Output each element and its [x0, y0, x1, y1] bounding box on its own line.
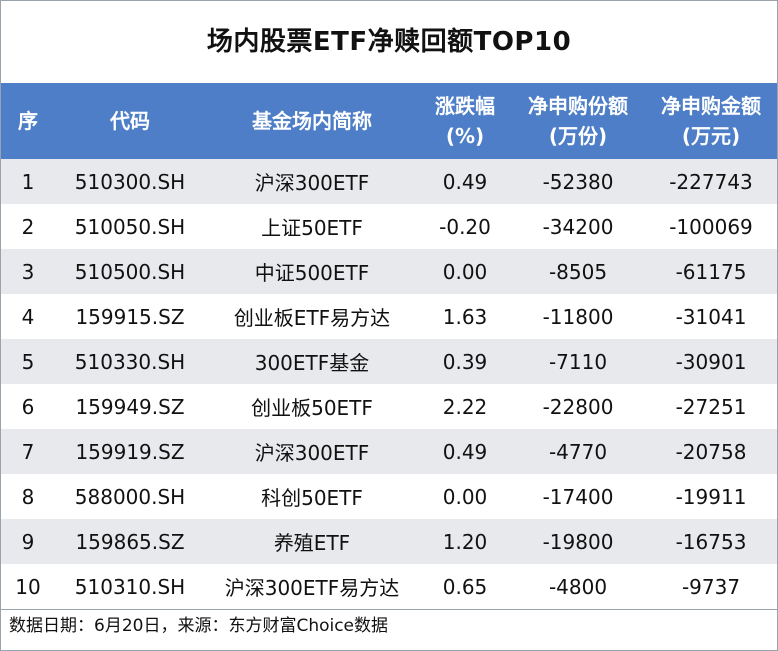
cell-amount: -100069	[645, 204, 777, 249]
table-row: 9 159865.SZ 养殖ETF 1.20 -19800 -16753	[1, 519, 777, 564]
cell-shares: -4770	[511, 429, 645, 474]
cell-rank: 4	[1, 294, 55, 339]
cell-code: 510300.SH	[55, 159, 205, 204]
cell-shares: -17400	[511, 474, 645, 519]
header-amount: 净申购金额 (万元)	[645, 83, 777, 159]
cell-rank: 3	[1, 249, 55, 294]
cell-change: 1.20	[419, 519, 511, 564]
cell-amount: -19911	[645, 474, 777, 519]
table-row: 4 159915.SZ 创业板ETF易方达 1.63 -11800 -31041	[1, 294, 777, 339]
cell-amount: -27251	[645, 384, 777, 429]
header-change: 涨跌幅 (%)	[419, 83, 511, 159]
cell-shares: -34200	[511, 204, 645, 249]
cell-name: 沪深300ETF易方达	[205, 564, 419, 609]
header-name: 基金场内简称	[205, 83, 419, 159]
cell-code: 510330.SH	[55, 339, 205, 384]
cell-amount: -227743	[645, 159, 777, 204]
cell-shares: -4800	[511, 564, 645, 609]
header-shares-unit: (万份)	[548, 124, 608, 148]
header-code: 代码	[55, 83, 205, 159]
cell-name: 上证50ETF	[205, 204, 419, 249]
cell-rank: 2	[1, 204, 55, 249]
cell-code: 510310.SH	[55, 564, 205, 609]
cell-change: 0.00	[419, 474, 511, 519]
header-row: 序 代码 基金场内简称 涨跌幅 (%) 净申购份额 (万份) 净申购金额 (万元…	[1, 83, 777, 159]
table-row: 5 510330.SH 300ETF基金 0.39 -7110 -30901	[1, 339, 777, 384]
cell-name: 沪深300ETF	[205, 159, 419, 204]
page-title: 场内股票ETF净赎回额TOP10	[206, 27, 572, 57]
cell-shares: -7110	[511, 339, 645, 384]
source-footnote: 数据日期：6月20日，来源：东方财富Choice数据	[1, 609, 777, 644]
header-amount-unit: (万元)	[681, 124, 741, 148]
header-shares-label: 净申购份额	[528, 94, 628, 118]
cell-code: 510500.SH	[55, 249, 205, 294]
cell-change: 0.49	[419, 159, 511, 204]
cell-rank: 5	[1, 339, 55, 384]
cell-amount: -61175	[645, 249, 777, 294]
cell-amount: -16753	[645, 519, 777, 564]
cell-name: 中证500ETF	[205, 249, 419, 294]
header-amount-label: 净申购金额	[661, 94, 761, 118]
table-row: 2 510050.SH 上证50ETF -0.20 -34200 -100069	[1, 204, 777, 249]
cell-shares: -8505	[511, 249, 645, 294]
etf-table: 序 代码 基金场内简称 涨跌幅 (%) 净申购份额 (万份) 净申购金额 (万元…	[1, 83, 777, 609]
cell-change: 0.49	[419, 429, 511, 474]
table-row: 6 159949.SZ 创业板50ETF 2.22 -22800 -27251	[1, 384, 777, 429]
cell-amount: -20758	[645, 429, 777, 474]
cell-change: -0.20	[419, 204, 511, 249]
cell-amount: -30901	[645, 339, 777, 384]
cell-change: 1.63	[419, 294, 511, 339]
cell-change: 0.65	[419, 564, 511, 609]
cell-amount: -31041	[645, 294, 777, 339]
cell-shares: -52380	[511, 159, 645, 204]
cell-name: 养殖ETF	[205, 519, 419, 564]
cell-code: 159915.SZ	[55, 294, 205, 339]
cell-code: 588000.SH	[55, 474, 205, 519]
cell-code: 510050.SH	[55, 204, 205, 249]
header-change-unit: (%)	[445, 124, 485, 148]
cell-rank: 10	[1, 564, 55, 609]
cell-change: 2.22	[419, 384, 511, 429]
cell-name: 300ETF基金	[205, 339, 419, 384]
table-row: 8 588000.SH 科创50ETF 0.00 -17400 -19911	[1, 474, 777, 519]
table-row: 1 510300.SH 沪深300ETF 0.49 -52380 -227743	[1, 159, 777, 204]
cell-shares: -22800	[511, 384, 645, 429]
table-row: 3 510500.SH 中证500ETF 0.00 -8505 -61175	[1, 249, 777, 294]
cell-change: 0.39	[419, 339, 511, 384]
cell-change: 0.00	[419, 249, 511, 294]
cell-rank: 1	[1, 159, 55, 204]
cell-rank: 9	[1, 519, 55, 564]
header-change-label: 涨跌幅	[435, 94, 495, 118]
table-row: 7 159919.SZ 沪深300ETF 0.49 -4770 -20758	[1, 429, 777, 474]
cell-code: 159919.SZ	[55, 429, 205, 474]
cell-name: 沪深300ETF	[205, 429, 419, 474]
table-row: 10 510310.SH 沪深300ETF易方达 0.65 -4800 -973…	[1, 564, 777, 609]
cell-rank: 8	[1, 474, 55, 519]
header-rank: 序	[1, 83, 55, 159]
cell-code: 159949.SZ	[55, 384, 205, 429]
cell-code: 159865.SZ	[55, 519, 205, 564]
cell-rank: 7	[1, 429, 55, 474]
cell-name: 创业板50ETF	[205, 384, 419, 429]
cell-name: 科创50ETF	[205, 474, 419, 519]
header-shares: 净申购份额 (万份)	[511, 83, 645, 159]
cell-rank: 6	[1, 384, 55, 429]
cell-name: 创业板ETF易方达	[205, 294, 419, 339]
cell-amount: -9737	[645, 564, 777, 609]
cell-shares: -11800	[511, 294, 645, 339]
cell-shares: -19800	[511, 519, 645, 564]
